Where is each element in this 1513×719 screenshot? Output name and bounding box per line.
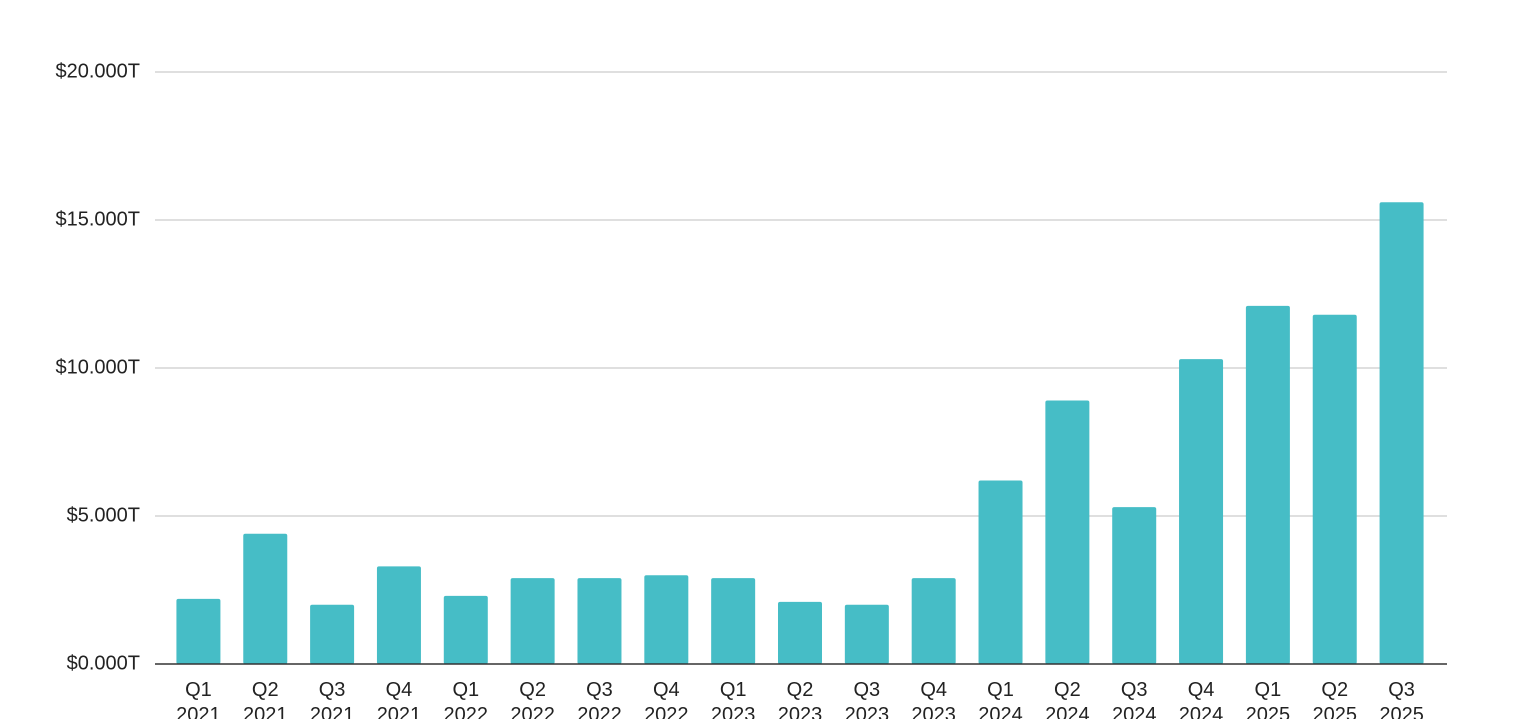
x-tick-label: Q2 2022 xyxy=(510,679,555,719)
bar xyxy=(644,575,689,664)
bar xyxy=(1045,400,1090,664)
x-tick-label: Q2 2025 xyxy=(1312,679,1357,719)
y-tick-label: $15.000T xyxy=(55,208,140,230)
x-tick-label: Q4 2024 xyxy=(1178,679,1224,719)
x-tick-label: Q4 2021 xyxy=(376,679,422,719)
x-tick-label: Q3 2023 xyxy=(844,679,890,719)
x-tick-label: Q1 2023 xyxy=(710,679,756,719)
x-tick-label: Q4 2023 xyxy=(911,679,956,719)
x-tick-label: Q2 2021 xyxy=(243,679,288,719)
x-tick-label: Q1 2021 xyxy=(176,679,221,719)
bar xyxy=(443,595,488,664)
x-tick-label: Q3 2025 xyxy=(1379,679,1424,719)
bar xyxy=(778,601,822,664)
x-tick-label: Q2 2023 xyxy=(777,679,823,719)
bar xyxy=(243,533,288,664)
bar xyxy=(1179,359,1224,664)
bar xyxy=(376,566,421,664)
y-tick-label: $5.000T xyxy=(67,504,140,526)
bar xyxy=(711,578,756,664)
bar xyxy=(844,604,889,664)
bar xyxy=(1112,507,1157,664)
y-tick-label: $0.000T xyxy=(67,652,140,674)
y-tick-label: $10.000T xyxy=(55,356,140,378)
x-tick-label: Q1 2025 xyxy=(1245,679,1291,719)
x-tick-label: Q2 2024 xyxy=(1045,679,1090,719)
x-tick-label: Q3 2022 xyxy=(577,679,622,719)
bar xyxy=(911,578,956,664)
x-tick-label: Q1 2024 xyxy=(978,679,1023,719)
bar xyxy=(1245,305,1290,664)
x-tick-label: Q4 2022 xyxy=(644,679,689,719)
bar xyxy=(978,480,1023,664)
bar xyxy=(310,604,355,664)
bar xyxy=(1312,314,1357,664)
bar xyxy=(1379,202,1424,665)
x-tick-label: Q1 2022 xyxy=(443,679,489,719)
bar xyxy=(577,578,622,664)
x-tick-label: Q3 2021 xyxy=(309,679,355,719)
bar xyxy=(510,578,555,664)
y-tick-label: $20.000T xyxy=(55,60,140,82)
bar xyxy=(176,598,221,664)
x-tick-label: Q3 2024 xyxy=(1111,679,1157,719)
